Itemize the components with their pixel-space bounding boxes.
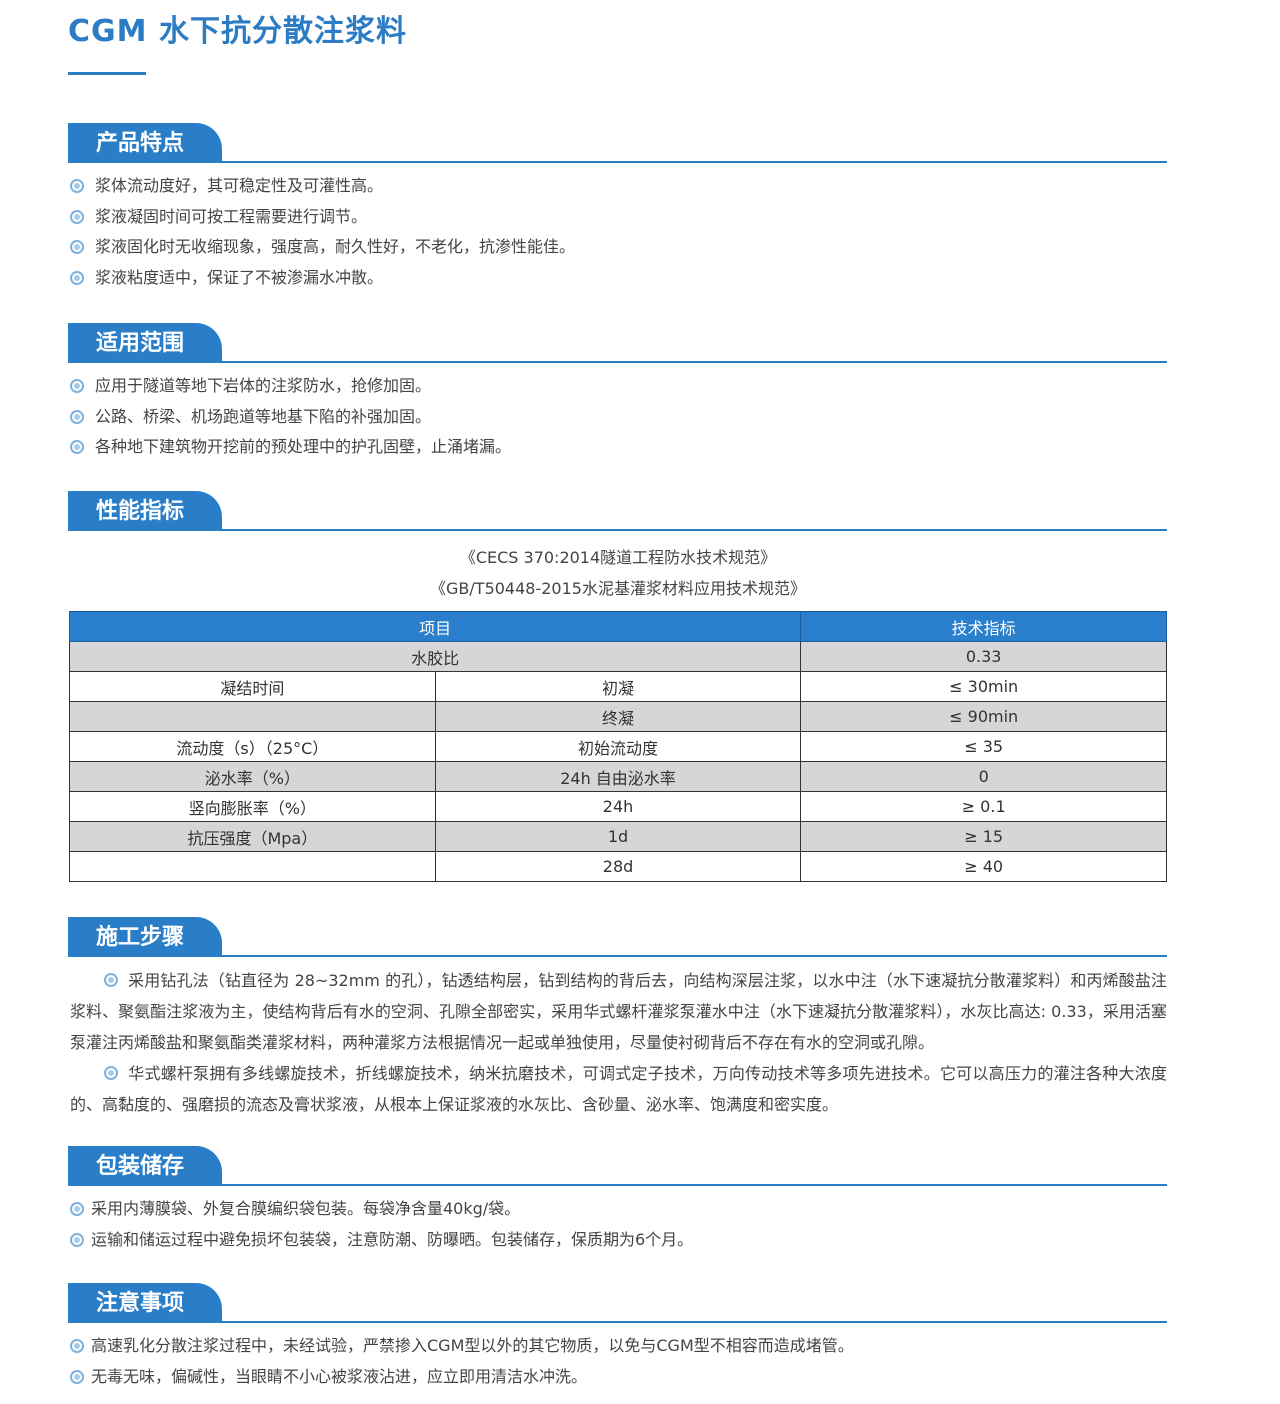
paragraph: 华式螺杆泵拥有多线螺旋技术，折线螺旋技术，纳米抗磨技术，可调式定子技术，万向传动…	[70, 1058, 1167, 1120]
cell: 初凝	[434, 671, 802, 702]
cell	[69, 851, 436, 882]
bullet	[104, 1066, 118, 1080]
section-tab	[68, 1146, 222, 1185]
table-row: 水胶比 0.33	[68, 641, 1167, 672]
table-row: 28d ≥ 40	[69, 851, 1167, 882]
table-row: 抗压强度（Mpa） 1d ≥ 15	[69, 821, 1167, 852]
cell: 水胶比	[68, 641, 802, 672]
cell: 竖向膨胀率（%）	[69, 791, 436, 822]
reference: 《CECS 370:2014隧道工程防水技术规范》	[459, 548, 777, 567]
list-item: 浆液粘度适中，保证了不被渗漏水冲散。	[95, 268, 384, 288]
cell: 泌水率（%）	[69, 761, 436, 792]
bullet	[70, 209, 84, 224]
section-heading: 包装储存	[96, 1154, 185, 1179]
list-item: 浆液凝固时间可按工程需要进行调节。	[95, 206, 368, 226]
reference: 《GB/T50448-2015水泥基灌浆材料应用技术规范》	[430, 579, 806, 598]
cell: 抗压强度（Mpa）	[69, 821, 436, 852]
bullet	[70, 1339, 84, 1353]
cell: ≤ 35	[800, 731, 1167, 762]
bullet	[70, 1202, 84, 1216]
list-item: 浆液固化时无收缩现象，强度高，耐久性好，不老化，抗渗性能佳。	[95, 237, 576, 257]
section-tab	[68, 917, 222, 956]
cell	[69, 701, 436, 732]
cell: ≤ 30min	[800, 671, 1167, 702]
section-heading: 性能指标	[96, 499, 185, 524]
section-rule	[68, 361, 1167, 363]
list-item: 各种地下建筑物开挖前的预处理中的护孔固壁，止涌堵漏。	[95, 437, 512, 457]
bullet	[70, 240, 84, 255]
header-cell: 项目	[68, 611, 802, 642]
section-heading: 适用范围	[96, 331, 185, 356]
list-item: 采用内薄膜袋、外复合膜编织袋包装。每袋净含量40kg/袋。	[91, 1199, 521, 1218]
bullet	[70, 1232, 84, 1247]
cell: ≥ 40	[800, 851, 1167, 882]
table-row: 竖向膨胀率（%） 24h ≥ 0.1	[69, 791, 1167, 822]
list-item: 高速乳化分散注浆过程中，未经试验，严禁掺入CGM型以外的其它物质，以免与CGM型…	[91, 1336, 854, 1355]
list-item: 浆体流动度好，其可稳定性及可灌性高。	[95, 176, 384, 195]
bullet	[70, 409, 84, 424]
section-heading: 注意事项	[96, 1291, 185, 1316]
cell: 0	[800, 761, 1167, 792]
table-header: 项目 技术指标	[68, 611, 1167, 642]
section-tab	[68, 123, 222, 162]
list-item: 公路、桥梁、机场跑道等地基下陷的补强加固。	[95, 406, 432, 426]
cell: 凝结时间	[69, 671, 436, 702]
cell: 终凝	[434, 701, 802, 732]
header-cell: 技术指标	[800, 611, 1167, 642]
cell: 0.33	[800, 641, 1167, 672]
cell: 24h	[434, 791, 802, 822]
cell: 28d	[434, 851, 802, 882]
table-row: 凝结时间 初凝 ≤ 30min	[69, 671, 1167, 702]
section-tab	[68, 323, 222, 362]
table-row: 泌水率（%） 24h 自由泌水率 0	[69, 761, 1167, 792]
cell: 流动度（s）（25°C）	[69, 731, 436, 762]
list-item: 运输和储运过程中避免损坏包装袋，注意防潮、防曝晒。包装储存，保质期为6个月。	[91, 1229, 694, 1249]
section-heading: 产品特点	[96, 131, 185, 156]
cell: 1d	[434, 821, 802, 852]
cell: 初始流动度	[434, 731, 802, 762]
section-rule	[68, 1184, 1167, 1186]
bullet	[70, 379, 84, 393]
paragraph: 采用钻孔法（钻直径为 28~32mm 的孔），钻透结构层，钻到结构的背后去，向结…	[70, 965, 1167, 1058]
cell: ≥ 0.1	[800, 791, 1167, 822]
cell: ≥ 15	[800, 821, 1167, 852]
section-rule	[68, 529, 1167, 531]
paragraphs: 采用钻孔法（钻直径为 28~32mm 的孔），钻透结构层，钻到结构的背后去，向结…	[0, 965, 1167, 1120]
bullet	[70, 271, 84, 286]
section-rule	[68, 955, 1167, 957]
title-underline	[68, 72, 146, 75]
page-title: CGM 水下抗分散注浆料	[68, 14, 407, 49]
list-item: 应用于隧道等地下岩体的注浆防水，抢修加固。	[95, 376, 432, 395]
section-rule	[68, 1321, 1167, 1323]
bullet	[70, 440, 84, 455]
section-tab	[68, 1283, 222, 1322]
section-heading: 施工步骤	[96, 925, 185, 950]
cell: 24h 自由泌水率	[434, 761, 802, 792]
cell: ≤ 90min	[800, 701, 1167, 732]
spec-table: 项目 技术指标 水胶比 0.33 凝结时间 初凝 ≤ 30min 终凝 ≤ 90min 流动度（s…	[68, 611, 1167, 882]
section-rule	[68, 161, 1167, 163]
table-row: 终凝 ≤ 90min	[69, 701, 1167, 732]
paragraph-text: 采用钻孔法（钻直径为 28~32mm 的孔），钻透结构层，钻到结构的背后去，向结…	[70, 971, 1167, 1052]
bullet	[70, 1369, 84, 1384]
paragraph-text: 华式螺杆泵拥有多线螺旋技术，折线螺旋技术，纳米抗磨技术，可调式定子技术，万向传动…	[70, 1064, 1167, 1114]
section-tab	[68, 491, 222, 530]
list-item: 无毒无味，偏碱性，当眼睛不小心被浆液沾进，应立即用清洁水冲洗。	[91, 1366, 588, 1386]
bullet	[70, 179, 84, 193]
bullet	[104, 973, 118, 987]
table-row: 流动度（s）（25°C） 初始流动度 ≤ 35	[69, 731, 1167, 762]
